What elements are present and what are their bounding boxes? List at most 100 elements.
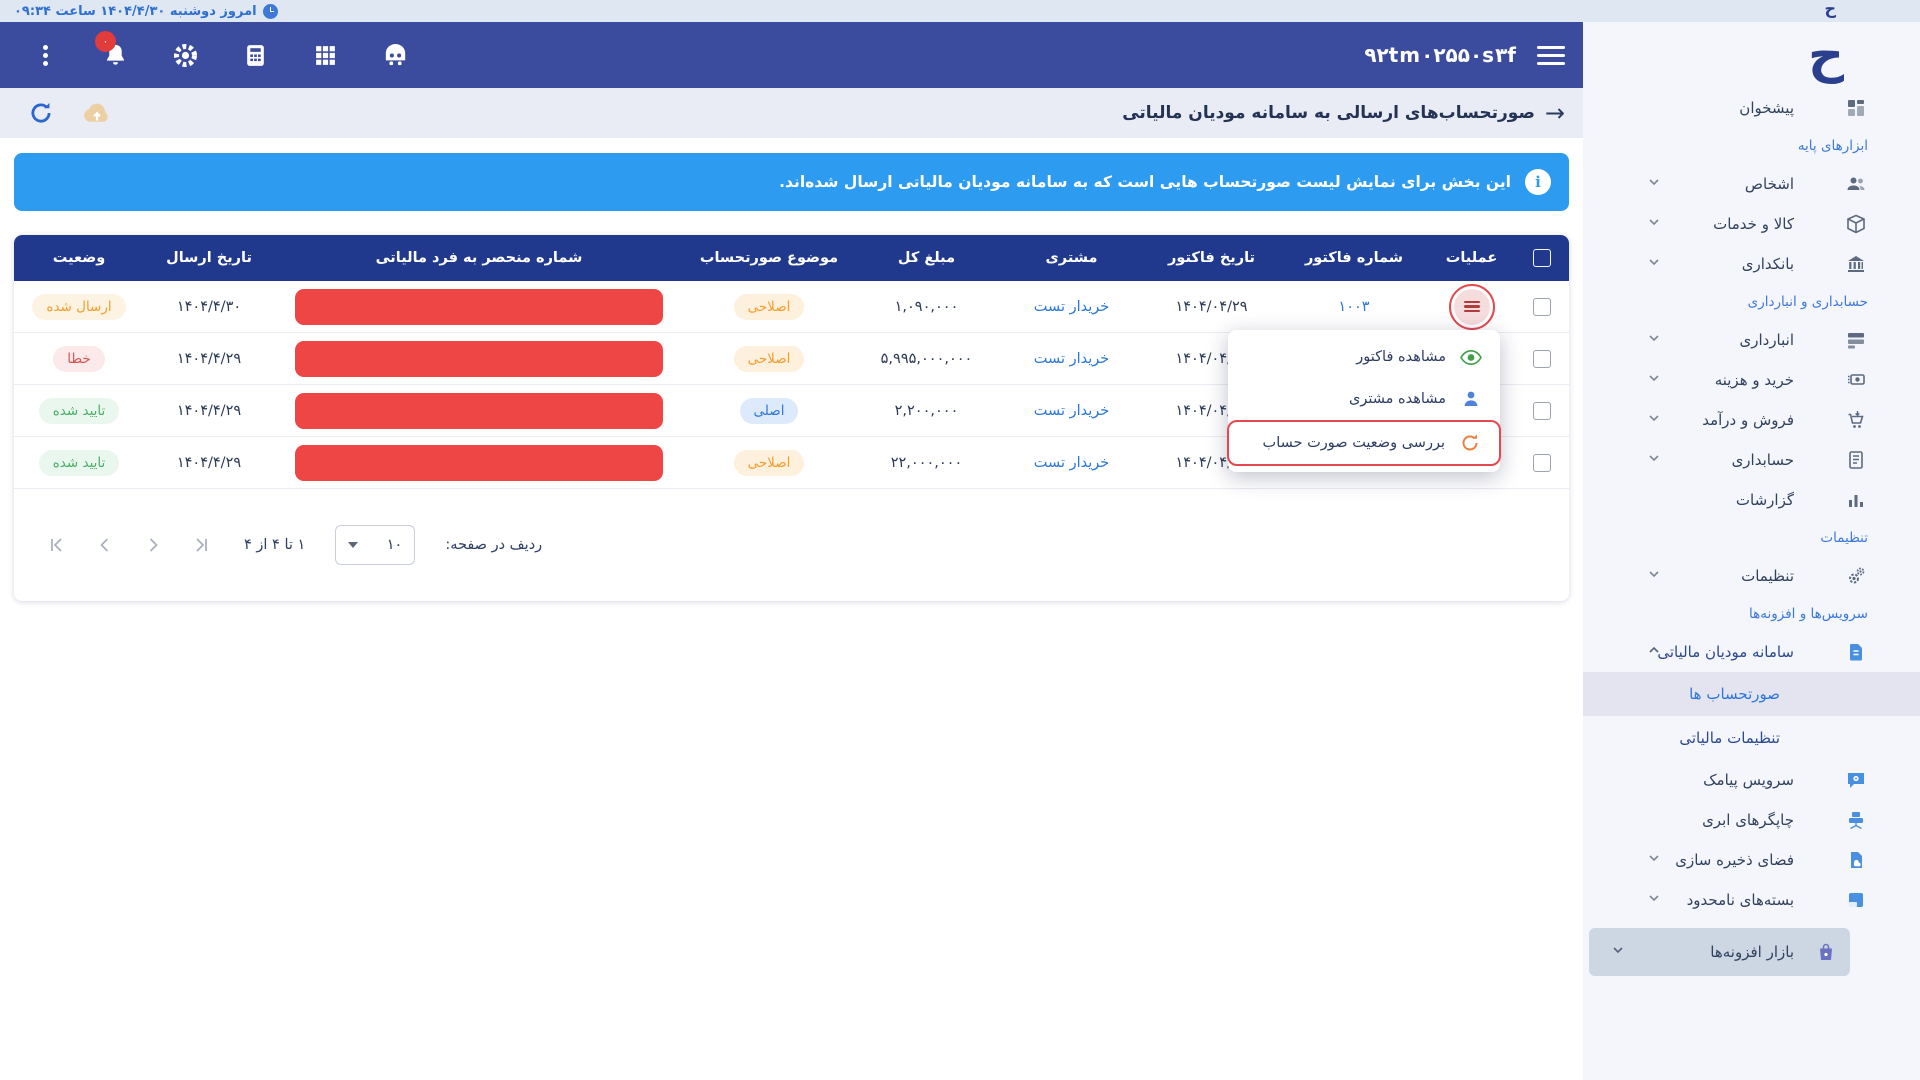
sidebar-item-storage-space[interactable]: فضای ذخیره سازی: [1583, 840, 1920, 880]
sidebar-item-addons-market[interactable]: بازار افزونه‌ها: [1589, 928, 1850, 976]
total-amount: ۲۲,۰۰۰,۰۰۰: [890, 454, 963, 471]
total-amount: ۵,۹۹۵,۰۰۰,۰۰۰: [880, 350, 973, 367]
sidebar-item-label: فضای ذخیره سازی: [1675, 851, 1794, 869]
dashboard-icon: [1844, 96, 1868, 120]
chevron-down-icon: [1647, 451, 1661, 469]
apps-grid-icon[interactable]: [310, 40, 340, 70]
cloud-upload-icon[interactable]: [82, 98, 112, 128]
sidebar-item-tax-moadian-system[interactable]: سامانه مودیان مالیاتی: [1583, 632, 1920, 672]
row-actions-button[interactable]: [1453, 288, 1490, 325]
ledger-icon: [1844, 448, 1868, 472]
robot-icon: [385, 43, 405, 65]
sidebar-item-purchase-expense[interactable]: خرید و هزینه: [1583, 360, 1920, 400]
sidebar-item-banking[interactable]: بانکداری: [1583, 244, 1920, 284]
grid-icon: [315, 45, 335, 65]
assistant-robot-icon[interactable]: [380, 40, 410, 70]
last-page-button[interactable]: [188, 532, 214, 558]
customer-link[interactable]: خریدار تست: [1033, 350, 1110, 367]
subject-badge: اصلاحی: [733, 293, 805, 320]
sidebar-item-persons[interactable]: اشخاص: [1583, 164, 1920, 204]
notifications-bell-icon[interactable]: ۰: [95, 31, 130, 70]
people-icon: [1844, 172, 1868, 196]
col-send-date: تاریخ ارسال: [166, 250, 252, 266]
chevron-down-icon: [1647, 411, 1661, 429]
sidebar-item-label: بسته‌های نامحدود: [1686, 891, 1794, 909]
status-badge: تایید شده: [38, 449, 120, 476]
gears-icon: [1844, 564, 1868, 588]
sidebar-item-goods-services[interactable]: کالا و خدمات: [1583, 204, 1920, 244]
table-row: ۱۴۰۴/۰۴/۲۹ خریدار تست ۲,۲۰۰,۰۰۰ اصلی ۱۴۰…: [14, 385, 1569, 437]
sidebar-item-label: بانکداری: [1741, 255, 1794, 273]
row-checkbox[interactable]: [1532, 453, 1551, 472]
menu-toggle-icon[interactable]: [1537, 41, 1565, 70]
current-date-text: امروز دوشنبه ۱۴۰۴/۴/۳۰ ساعت ۰۹:۳۴: [14, 3, 257, 19]
sidebar-item-label: حسابداری: [1731, 451, 1794, 469]
brand-logo[interactable]: ح: [1807, 26, 1844, 84]
row-actions-menu: مشاهده فاکتور مشاهده مشتری بررسی وضعیت ص…: [1227, 330, 1501, 472]
sidebar-subitem-invoices[interactable]: صورتحساب ها: [1583, 672, 1920, 716]
row-checkbox[interactable]: [1532, 349, 1551, 368]
menu-item-check-status[interactable]: بررسی وضعیت صورت حساب: [1227, 420, 1501, 466]
sidebar-item-reports[interactable]: گزارشات: [1583, 480, 1920, 520]
send-date: ۱۴۰۴/۴/۳۰: [176, 298, 242, 315]
chevron-up-icon: [1647, 643, 1661, 661]
box-icon: [1844, 212, 1868, 236]
tax-uid-redacted: [295, 340, 663, 377]
menu-item-label: بررسی وضعیت صورت حساب: [1262, 435, 1445, 451]
sidebar-item-warehouse[interactable]: انبارداری: [1583, 320, 1920, 360]
customer-link[interactable]: خریدار تست: [1033, 402, 1110, 419]
settings-gear-icon[interactable]: [170, 40, 200, 70]
tax-uid-redacted: [295, 392, 663, 429]
refresh-status-icon: [1459, 432, 1481, 454]
sidebar-item-settings[interactable]: تنظیمات: [1583, 556, 1920, 596]
workspace-id[interactable]: ۹۲tm۰۲۵۵۰s۳f: [1364, 43, 1517, 67]
calculator-glyph-icon: [246, 44, 264, 66]
select-all-checkbox[interactable]: [1532, 249, 1551, 267]
chevron-down-icon: [1647, 175, 1661, 193]
storage-file-icon: [1844, 848, 1868, 872]
tax-uid-redacted: [295, 444, 663, 481]
sidebar-item-unlimited-packages[interactable]: بسته‌های نامحدود: [1583, 880, 1920, 920]
pagination-range: ۱ تا ۴ از ۴: [244, 537, 306, 553]
refresh-page-icon[interactable]: [26, 98, 56, 128]
col-total: مبلغ کل: [897, 250, 956, 266]
prev-page-button[interactable]: [92, 532, 118, 558]
rows-per-page-select[interactable]: ۱۰: [335, 525, 416, 565]
chevron-down-icon: [348, 542, 359, 548]
sidebar-subitem-tax-settings[interactable]: تنظیمات مالیاتی: [1679, 729, 1780, 747]
sidebar-item-label: چاپگرهای ابری: [1702, 811, 1794, 829]
first-page-button[interactable]: [44, 532, 70, 558]
calculator-icon[interactable]: [240, 40, 270, 70]
sidebar-item-sales-income[interactable]: فروش و درآمد: [1583, 400, 1920, 440]
menu-item-view-customer[interactable]: مشاهده مشتری: [1228, 378, 1500, 420]
col-status: وضعیت: [52, 250, 106, 266]
row-checkbox[interactable]: [1532, 297, 1551, 316]
sidebar-item-label: سرویس پیامک: [1703, 771, 1794, 789]
back-arrow-icon[interactable]: →: [1544, 99, 1565, 127]
col-invoice-date: تاریخ فاکتور: [1168, 250, 1255, 266]
sidebar-item-cloud-printers[interactable]: چاپگرهای ابری: [1583, 800, 1920, 840]
main-content: i این بخش برای نمایش لیست صورتحساب هایی …: [0, 138, 1583, 1080]
sidebar-item-dashboard[interactable]: پیشخوان: [1583, 88, 1920, 128]
total-amount: ۲,۲۰۰,۰۰۰: [894, 402, 959, 419]
sidebar-section-basic-tools: ابزارهای پایه: [1797, 138, 1868, 154]
menu-item-view-invoice[interactable]: مشاهده فاکتور: [1228, 336, 1500, 378]
table-pagination: ردیف در صفحه: ۱۰ ۱ تا ۴ از ۴: [14, 489, 1569, 601]
col-customer: مشتری: [1045, 250, 1098, 266]
sms-bubble-icon: [1844, 768, 1868, 792]
next-page-button[interactable]: [140, 532, 166, 558]
top-navbar: ۹۲tm۰۲۵۵۰s۳f ۰: [0, 22, 1583, 88]
sidebar-item-label: سامانه مودیان مالیاتی: [1657, 643, 1794, 661]
rows-per-page-value: ۱۰: [386, 537, 403, 553]
sidebar-section-accounting-warehouse: حسابداری و انبارداری: [1747, 294, 1868, 310]
chevron-down-icon: [1647, 851, 1661, 869]
customer-link[interactable]: خریدار تست: [1033, 298, 1110, 315]
sidebar-item-accounting[interactable]: حسابداری: [1583, 440, 1920, 480]
bank-icon: [1844, 252, 1868, 276]
customer-link[interactable]: خریدار تست: [1033, 454, 1110, 471]
sidebar-item-sms-service[interactable]: سرویس پیامک: [1583, 760, 1920, 800]
send-date: ۱۴۰۴/۴/۲۹: [176, 402, 242, 419]
more-options-icon[interactable]: [30, 40, 60, 70]
invoice-number-link[interactable]: ۱۰۰۳: [1338, 298, 1370, 315]
row-checkbox[interactable]: [1532, 401, 1551, 420]
